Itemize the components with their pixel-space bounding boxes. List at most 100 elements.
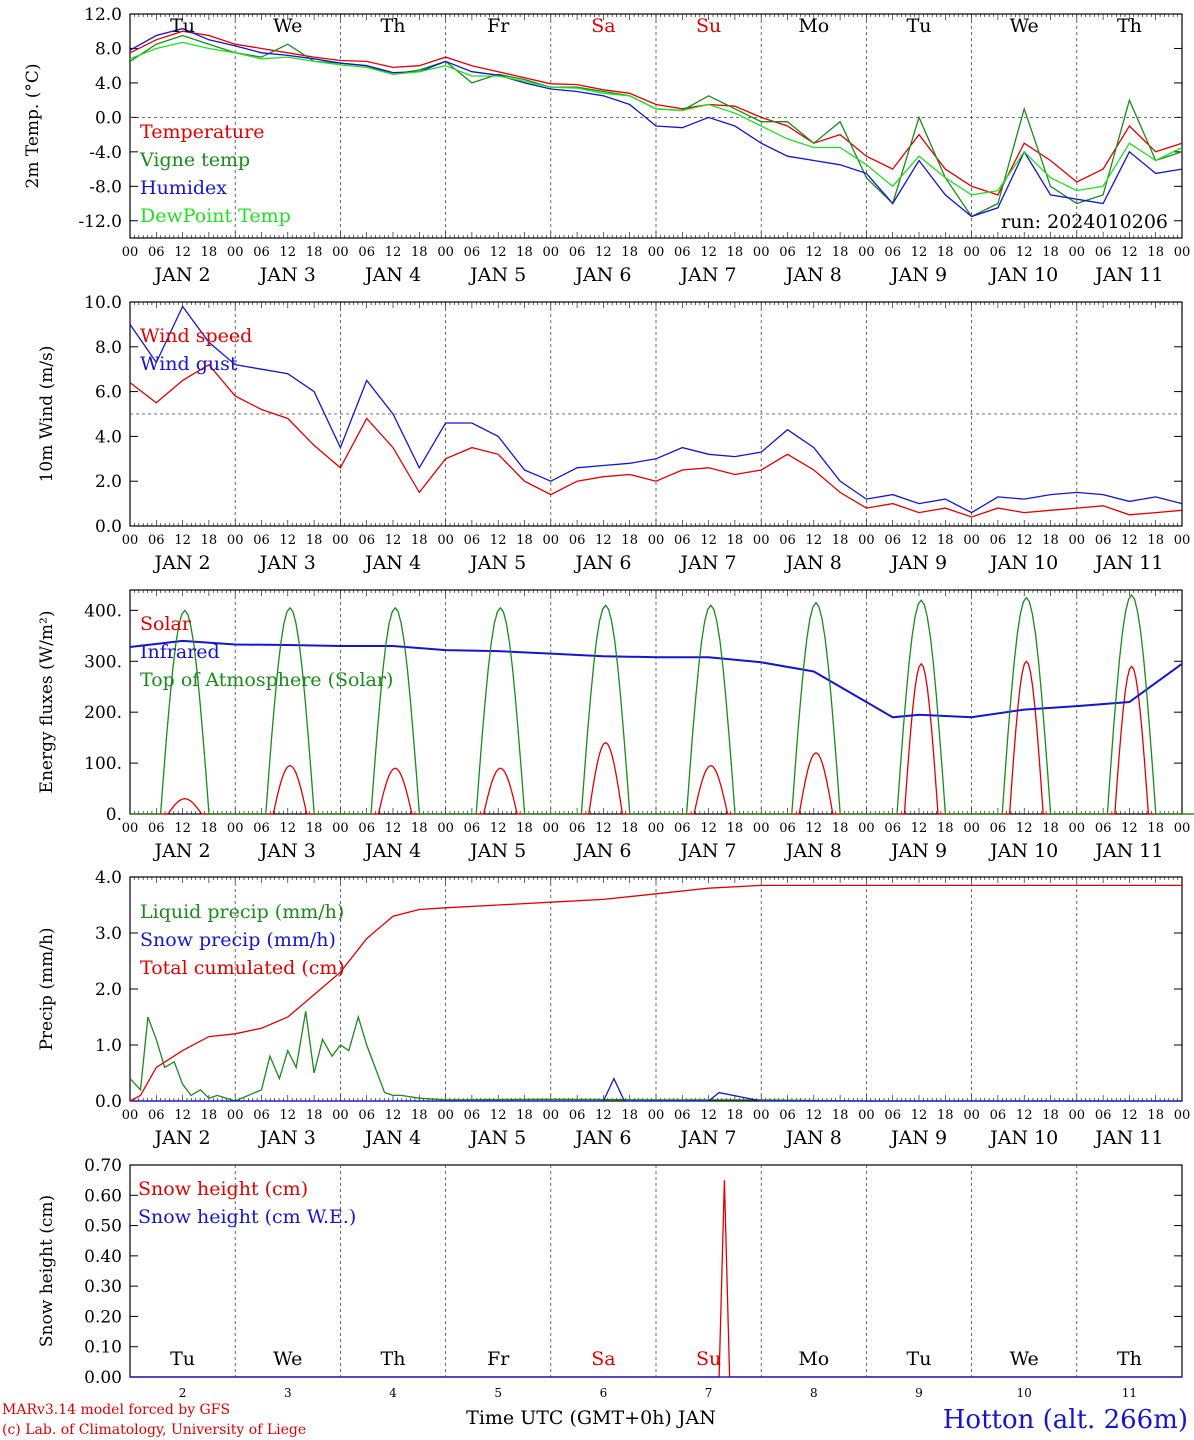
x-hour-label: 18 [306, 245, 323, 260]
x-hour-label: 00 [122, 821, 139, 836]
x-date-label: JAN 5 [468, 1127, 526, 1149]
x-hour-label: 12 [174, 821, 191, 836]
x-hour-label: 06 [148, 1108, 165, 1123]
x-hour-label: 12 [911, 533, 928, 548]
x-hour-label: 00 [332, 821, 349, 836]
y-tick-label: 0.10 [84, 1338, 122, 1358]
plot-frame [129, 589, 1183, 815]
x-hour-label: 06 [464, 245, 481, 260]
x-hour-label: 12 [280, 1108, 297, 1123]
x-hour-label: 18 [201, 1108, 218, 1123]
x-hour-label: 18 [516, 245, 533, 260]
x-date-label: JAN 10 [988, 552, 1058, 574]
x-hour-label: 06 [358, 821, 375, 836]
x-hour-label: 18 [201, 533, 218, 548]
x-hour-label: 12 [595, 821, 612, 836]
y-tick-label: 200. [84, 703, 122, 723]
panel-3 [129, 589, 1194, 815]
x-date-label: JAN 5 [468, 264, 526, 286]
x-date-label: JAN 10 [988, 840, 1058, 862]
x-date-label: JAN 2 [153, 552, 211, 574]
x-hour-label: 18 [411, 245, 428, 260]
x-hour-label: 00 [543, 1108, 560, 1123]
x-date-label: JAN 6 [573, 552, 631, 574]
x-hour-label: 06 [674, 245, 691, 260]
x-hour-label: 00 [753, 1108, 770, 1123]
y-axis-label: 2m Temp. (°C) [23, 63, 43, 188]
x-hour-label: 06 [779, 245, 796, 260]
x-hour-label: 00 [963, 1108, 980, 1123]
x-hour-label: 00 [543, 533, 560, 548]
y-axis-label: Snow height (cm) [37, 1195, 57, 1347]
legend-entry: Wind gust [140, 353, 238, 375]
x-hour-label: 18 [516, 1108, 533, 1123]
panel-4 [129, 876, 1183, 1102]
weekday-label: Th [381, 1348, 406, 1370]
x-date-label: JAN 7 [679, 1127, 737, 1149]
x-hour-label: 12 [806, 821, 823, 836]
x-hour-label: 06 [884, 1108, 901, 1123]
x-day-number: 7 [705, 1386, 713, 1400]
x-date-label: JAN 6 [573, 1127, 631, 1149]
weekday-label: Th [1117, 15, 1142, 37]
x-hour-label: 12 [1121, 533, 1138, 548]
legend-entry: DewPoint Temp [140, 205, 291, 227]
x-hour-label: 00 [858, 245, 875, 260]
y-tick-label: 4.0 [95, 427, 122, 447]
x-hour-label: 12 [490, 821, 507, 836]
x-hour-label: 18 [201, 821, 218, 836]
y-tick-label: 10.0 [84, 293, 122, 313]
y-tick-label: 0.0 [95, 1092, 122, 1112]
y-tick-label: 4.0 [95, 868, 122, 888]
y-tick-label: -12.0 [78, 212, 122, 232]
x-hour-label: 18 [1042, 245, 1059, 260]
x-hour-label: 00 [332, 533, 349, 548]
x-hour-label: 00 [1069, 533, 1086, 548]
y-axis-label: Precip (mm/h) [37, 927, 57, 1050]
x-date-label: JAN 10 [988, 1127, 1058, 1149]
x-date-label: JAN 7 [679, 552, 737, 574]
x-hour-label: 06 [674, 1108, 691, 1123]
x-hour-label: 18 [1147, 1108, 1164, 1123]
legend-entry: Infrared [140, 641, 220, 663]
legend-entry: Vigne temp [139, 149, 250, 171]
weekday-label: Sa [591, 15, 615, 37]
y-axis-label: Energy fluxes (W/m²) [37, 611, 57, 794]
x-date-label: JAN 4 [363, 840, 421, 862]
x-hour-label: 00 [1069, 245, 1086, 260]
y-axis-label: 10m Wind (m/s) [37, 346, 57, 483]
y-tick-label: 4.0 [95, 74, 122, 94]
x-hour-label: 00 [543, 821, 560, 836]
weekday-label: Tu [170, 15, 195, 37]
x-hour-label: 18 [306, 1108, 323, 1123]
y-tick-label: 3.0 [95, 924, 122, 944]
weekday-label: Tu [907, 15, 932, 37]
x-date-label: JAN 4 [363, 264, 421, 286]
x-hour-label: 12 [385, 821, 402, 836]
x-date-label: JAN 9 [889, 264, 947, 286]
x-hour-label: 00 [122, 245, 139, 260]
x-hour-label: 18 [1147, 245, 1164, 260]
x-hour-label: 12 [1121, 821, 1138, 836]
x-hour-label: 12 [385, 245, 402, 260]
x-hour-label: 06 [884, 245, 901, 260]
y-tick-label: 12.0 [84, 5, 122, 25]
x-hour-label: 00 [543, 245, 560, 260]
x-hour-label: 12 [174, 245, 191, 260]
x-date-label: JAN 3 [258, 840, 316, 862]
x-date-label: JAN 8 [784, 552, 842, 574]
y-tick-label: 2.0 [95, 472, 122, 492]
y-tick-label: 0.40 [84, 1247, 122, 1267]
legend-entry: Wind speed [140, 325, 252, 347]
footer-lab-credit: (c) Lab. of Climatology, University of L… [2, 1422, 306, 1438]
y-tick-label: 8.0 [95, 39, 122, 59]
series-line-solar [130, 660, 1194, 815]
x-hour-label: 06 [1095, 821, 1112, 836]
x-hour-label: 12 [1016, 533, 1033, 548]
x-hour-label: 12 [174, 1108, 191, 1123]
y-tick-label: 8.0 [95, 338, 122, 358]
legend-entry: Liquid precip (mm/h) [140, 901, 344, 923]
x-hour-label: 00 [1174, 1108, 1191, 1123]
x-hour-label: 00 [227, 533, 244, 548]
